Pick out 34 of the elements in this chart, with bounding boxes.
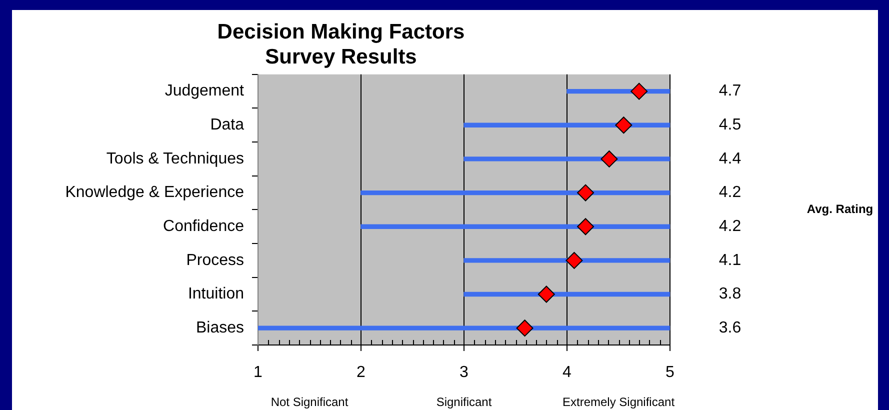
- point: [577, 184, 594, 202]
- y-tick-label: Knowledge & Experience: [65, 184, 244, 202]
- text: Extremely Significant: [562, 395, 676, 409]
- point: [630, 82, 648, 100]
- chart-title: Decision Making Factors Survey Results: [217, 20, 465, 69]
- x-tick-label: 3: [460, 364, 469, 382]
- point: [577, 218, 594, 236]
- x-tick-label: 4: [562, 364, 572, 382]
- y-tick-label: Judgement: [164, 82, 245, 100]
- point: [538, 286, 555, 303]
- point: [566, 252, 583, 269]
- data-label: 4.1: [718, 252, 742, 269]
- data-label: 4.7: [718, 82, 742, 100]
- text: Significant: [436, 395, 492, 409]
- data-label: 3.8: [718, 286, 742, 303]
- point: [600, 150, 618, 168]
- data-label: 4.4: [718, 150, 742, 168]
- y-tick-label: Confidence: [163, 218, 244, 236]
- y-tick-label: Tools & Techniques: [106, 150, 244, 168]
- text: Not Significant: [270, 395, 349, 409]
- x-tick-label: 1: [254, 364, 263, 382]
- x-tick-label: 2: [356, 364, 366, 382]
- data-label: 4.2: [718, 218, 742, 236]
- point: [516, 320, 534, 337]
- point: [615, 116, 632, 134]
- text: Avg. Rating: [806, 202, 874, 216]
- y-tick-label: Biases: [196, 319, 244, 336]
- x-tick-label: 5: [666, 364, 675, 382]
- y-tick-label: Intuition: [188, 286, 244, 303]
- data-label: 4.5: [718, 116, 742, 134]
- data-label: 4.2: [718, 184, 742, 202]
- data-label: 3.6: [718, 319, 742, 336]
- y-tick-label: Process: [186, 252, 244, 269]
- y-tick-label: Data: [210, 116, 244, 134]
